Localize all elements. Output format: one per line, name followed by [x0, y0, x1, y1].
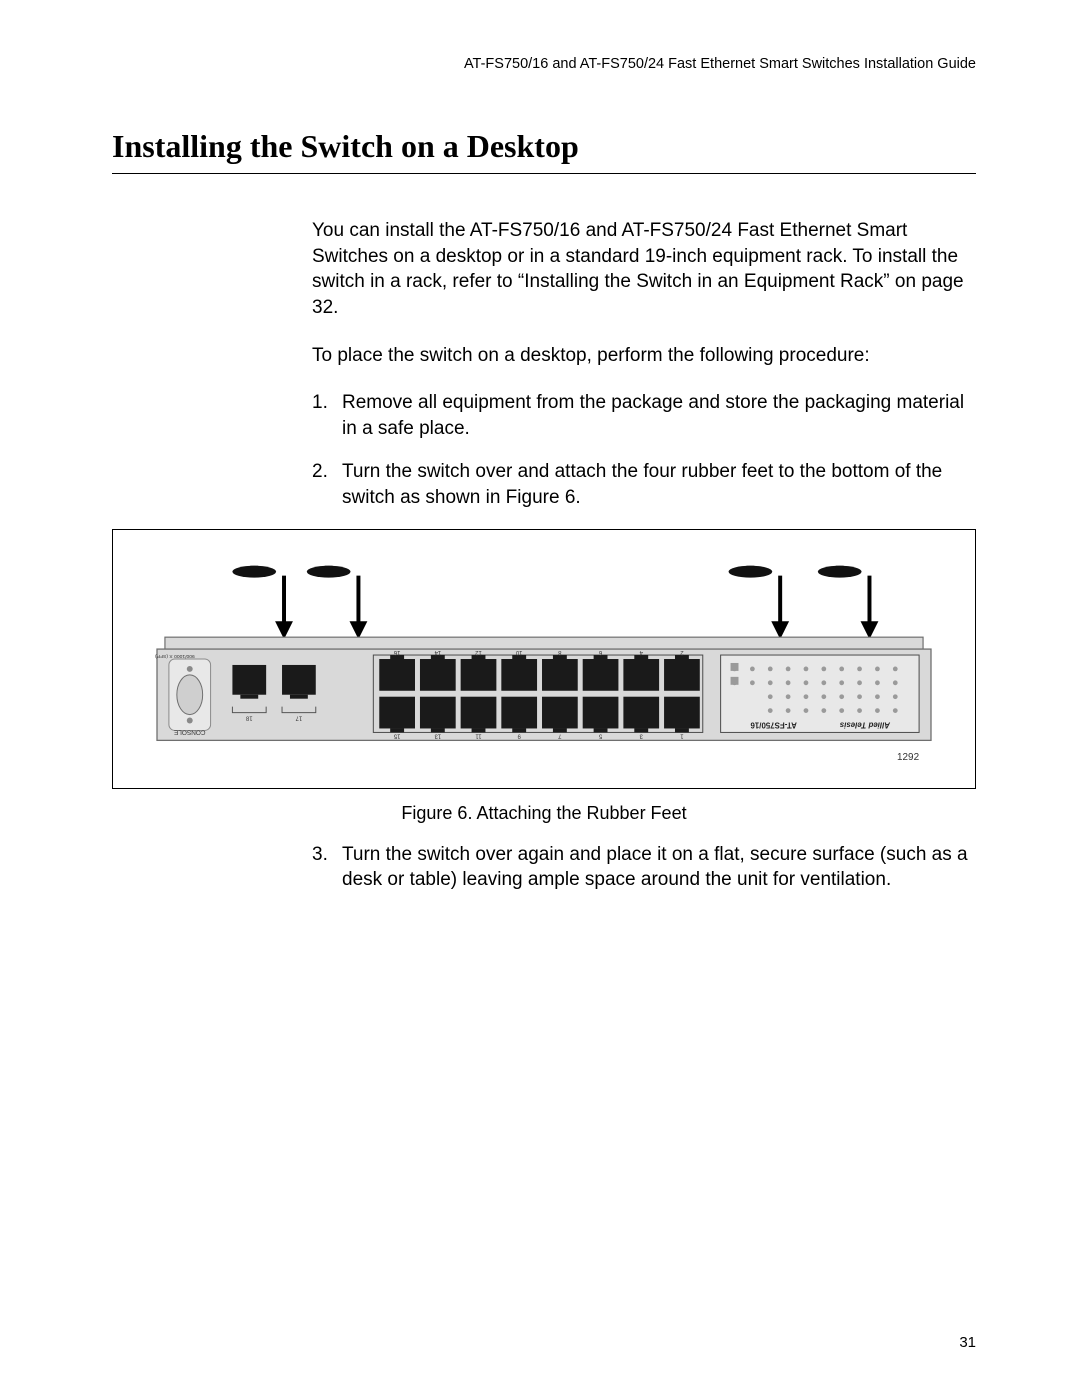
svg-text:2: 2 [680, 649, 683, 655]
svg-text:7: 7 [558, 732, 561, 738]
step-3: 3. Turn the switch over again and place … [312, 842, 976, 893]
svg-text:Allied Telesis: Allied Telesis [839, 720, 891, 729]
svg-text:18: 18 [245, 714, 252, 720]
step-1: 1. Remove all equipment from the package… [312, 390, 976, 441]
svg-text:10: 10 [515, 649, 522, 655]
svg-text:CONSOLE: CONSOLE [173, 728, 205, 735]
step-number: 2. [312, 459, 342, 510]
svg-text:11: 11 [475, 732, 482, 738]
body-column: You can install the AT-FS750/16 and AT-F… [312, 218, 976, 511]
procedure-list-continued: 3. Turn the switch over again and place … [312, 842, 976, 893]
svg-text:12: 12 [475, 649, 482, 655]
svg-text:15: 15 [393, 732, 400, 738]
step-text: Turn the switch over again and place it … [342, 842, 976, 893]
figure-caption: Figure 6. Attaching the Rubber Feet [112, 803, 976, 824]
step-number: 1. [312, 390, 342, 441]
svg-text:AT-FS750/16: AT-FS750/16 [750, 720, 797, 729]
svg-text:13: 13 [434, 732, 441, 738]
body-column-continued: 3. Turn the switch over again and place … [312, 842, 976, 893]
svg-text:14: 14 [434, 649, 441, 655]
figure-6: CONSOLE 18 17 900/1000 X (SFP) [112, 529, 976, 824]
lead-paragraph: To place the switch on a desktop, perfor… [312, 343, 976, 369]
switch-illustration: CONSOLE 18 17 900/1000 X (SFP) [113, 530, 975, 788]
svg-text:17: 17 [296, 714, 303, 720]
figure-box: CONSOLE 18 17 900/1000 X (SFP) [112, 529, 976, 789]
intro-paragraph: You can install the AT-FS750/16 and AT-F… [312, 218, 976, 321]
step-text: Remove all equipment from the package an… [342, 390, 976, 441]
svg-text:1292: 1292 [897, 752, 920, 763]
page-number: 31 [959, 1334, 976, 1351]
step-2: 2. Turn the switch over and attach the f… [312, 459, 976, 510]
step-text: Turn the switch over and attach the four… [342, 459, 976, 510]
step-number: 3. [312, 842, 342, 893]
svg-text:16: 16 [393, 649, 400, 655]
section-title: Installing the Switch on a Desktop [112, 128, 976, 174]
svg-text:900/1000 X (SFP): 900/1000 X (SFP) [155, 653, 195, 659]
running-header: AT-FS750/16 and AT-FS750/24 Fast Etherne… [112, 56, 976, 72]
procedure-list: 1. Remove all equipment from the package… [312, 390, 976, 511]
